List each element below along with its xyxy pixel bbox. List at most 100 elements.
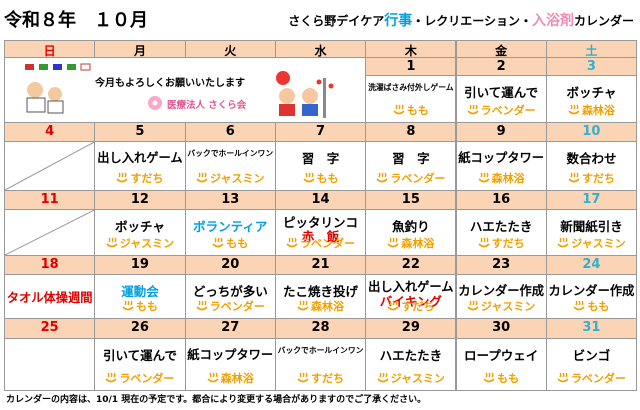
date-cell: 23 xyxy=(455,255,547,275)
day-cell: 習 字もも xyxy=(274,141,367,191)
bath-name: すだち xyxy=(581,172,615,185)
date-number: 8 xyxy=(406,124,416,139)
day-cell: 新聞紙引き ジャスミン xyxy=(545,209,638,256)
date-cell: 17 xyxy=(545,190,638,210)
event-text: ビンゴ xyxy=(572,348,611,363)
day-cell: 数合わせすだち xyxy=(545,141,638,191)
bath-name: もも xyxy=(587,300,610,313)
date-number: 9 xyxy=(496,124,506,139)
date-cell: 22 xyxy=(365,255,457,275)
event-text: 魚釣り xyxy=(392,219,430,234)
subtitle-part: さくら野デイケア xyxy=(288,14,385,28)
date-number: 30 xyxy=(492,320,511,335)
bath-name: 森林浴 xyxy=(581,104,615,117)
date-cell: 9 xyxy=(455,122,547,142)
day-cell: ハエたたき すだち xyxy=(455,209,547,256)
day-cell: ボッチャ ジャスミン xyxy=(94,209,186,256)
day-cell: 紙コップタワー 森林浴 xyxy=(184,338,276,391)
date-cell: 13 xyxy=(184,190,276,210)
bath-item: ラベンダー xyxy=(547,370,636,386)
bath-icon xyxy=(393,104,405,115)
date-cell: 25 xyxy=(4,318,96,339)
weekday-cell: 土 xyxy=(545,40,638,58)
date-number: 27 xyxy=(221,320,240,335)
date-cell: 15 xyxy=(365,190,457,210)
date-number: 31 xyxy=(582,320,601,335)
bath-name: ジャスミン xyxy=(480,300,536,313)
weekday-cell: 火 xyxy=(184,40,276,58)
date-number: 20 xyxy=(221,257,240,272)
bath-icon xyxy=(467,300,479,311)
day-cell: ボランティア もも xyxy=(184,209,276,256)
weekday-cell: 日 xyxy=(4,40,96,58)
event-text: 洗濯ばさみ付外しゲーム xyxy=(368,83,454,92)
date-number: 16 xyxy=(492,192,511,207)
empty-diagonal xyxy=(5,142,95,190)
bath-name: ジャスミン xyxy=(390,372,446,385)
bath-item: 森林浴 xyxy=(457,170,546,186)
bath-icon xyxy=(387,300,399,311)
date-number: 6 xyxy=(225,124,235,139)
date-number: 4 xyxy=(45,124,55,139)
day-cell: バックでホールインワンジャスミン xyxy=(184,141,276,191)
event-text: ロープウェイ xyxy=(464,348,539,363)
bath-item: もも xyxy=(186,235,275,251)
weekday-label: 日 xyxy=(43,44,56,58)
bath-name: もも xyxy=(135,300,158,313)
date-cell: 16 xyxy=(455,190,547,210)
date-number: 5 xyxy=(135,124,145,139)
bath-icon xyxy=(568,172,580,183)
footer-note: カレンダーの内容は、10/1 現在の予定です。都合により変更する場合がありますの… xyxy=(6,395,427,405)
date-cell: 4 xyxy=(4,122,96,142)
day-cell xyxy=(4,338,96,391)
date-cell: 29 xyxy=(365,318,457,339)
subtitle-part: ・レクリエーション・ xyxy=(412,14,532,28)
date-number: 29 xyxy=(401,320,420,335)
event-text: 数合わせ xyxy=(566,151,617,166)
day-cell: バックでホールインワン すだち xyxy=(274,338,367,391)
bath-item: 森林浴 xyxy=(276,298,365,314)
date-number: 7 xyxy=(316,124,326,139)
bath-icon xyxy=(207,372,219,383)
bath-name: 森林浴 xyxy=(220,372,254,385)
bath-icon xyxy=(196,172,208,183)
bath-name: すだち xyxy=(130,172,164,185)
bath-name: もも xyxy=(497,372,520,385)
bath-icon xyxy=(196,300,208,311)
event-text: ハエたたき xyxy=(379,348,443,363)
event-text: たこ焼き投げ xyxy=(283,284,359,299)
event-text: バックでホールインワン xyxy=(187,149,274,158)
date-number: 14 xyxy=(311,192,330,207)
empty-diagonal xyxy=(5,210,95,255)
event-text: 運動会 xyxy=(121,284,159,299)
bath-name: もも xyxy=(226,237,249,250)
bath-name: すだち xyxy=(491,237,525,250)
day-cell: 引いて運んで ラベンダー xyxy=(455,75,547,123)
event-text: カレンダー作成 xyxy=(458,284,545,298)
day-cell: たこ焼き投げ 森林浴 xyxy=(274,274,367,319)
bath-icon xyxy=(286,237,298,248)
bath-icon xyxy=(105,372,118,383)
weekday-label: 月 xyxy=(133,44,146,58)
date-number: 15 xyxy=(401,192,420,207)
bath-icon xyxy=(478,172,490,183)
date-number: 1 xyxy=(406,59,416,74)
day-cell: ハエたたきジャスミン xyxy=(365,338,457,391)
date-number: 10 xyxy=(582,124,601,139)
date-number: 24 xyxy=(582,257,601,272)
bath-name: ラベンダー xyxy=(390,172,446,185)
bath-item: 森林浴 xyxy=(366,235,455,251)
date-number: 19 xyxy=(130,257,149,272)
bath-name: 森林浴 xyxy=(311,300,345,313)
date-cell: 7 xyxy=(274,122,367,142)
date-cell: 28 xyxy=(274,318,367,339)
date-cell: 5 xyxy=(94,122,186,142)
subtitle-part: 行事 xyxy=(384,13,413,29)
bath-item: ジャスミン xyxy=(186,170,275,186)
date-number: 11 xyxy=(40,192,59,207)
bath-item: ラベンダー xyxy=(457,102,546,118)
date-number: 13 xyxy=(221,192,240,207)
bath-icon xyxy=(212,237,224,248)
bath-item: ラベンダー xyxy=(276,235,365,251)
